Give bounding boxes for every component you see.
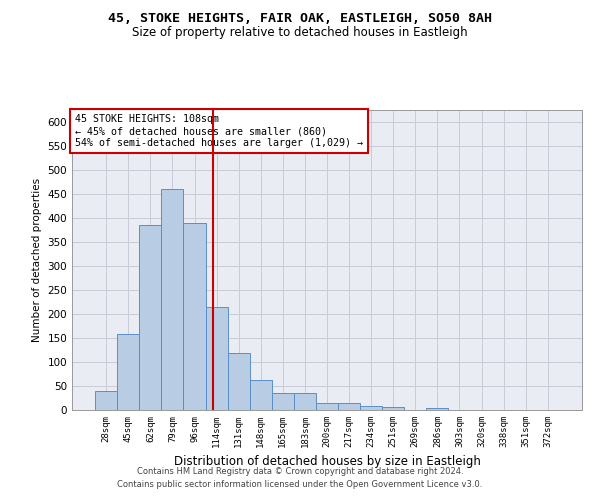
Bar [227, 354, 250, 410]
Bar [139, 225, 161, 410]
Bar [382, 407, 404, 410]
Bar [184, 223, 206, 410]
Text: 45, STOKE HEIGHTS, FAIR OAK, EASTLEIGH, SO50 8AH: 45, STOKE HEIGHTS, FAIR OAK, EASTLEIGH, … [108, 12, 492, 26]
Bar [250, 380, 272, 410]
Bar [360, 406, 382, 410]
Bar [272, 393, 294, 410]
Bar [95, 391, 117, 410]
Text: 45 STOKE HEIGHTS: 108sqm
← 45% of detached houses are smaller (860)
54% of semi-: 45 STOKE HEIGHTS: 108sqm ← 45% of detach… [74, 114, 362, 148]
X-axis label: Distribution of detached houses by size in Eastleigh: Distribution of detached houses by size … [173, 456, 481, 468]
Bar [161, 189, 184, 410]
Bar [338, 404, 360, 410]
Text: Size of property relative to detached houses in Eastleigh: Size of property relative to detached ho… [132, 26, 468, 39]
Bar [206, 307, 227, 410]
Bar [294, 393, 316, 410]
Text: Contains public sector information licensed under the Open Government Licence v3: Contains public sector information licen… [118, 480, 482, 489]
Text: Contains HM Land Registry data © Crown copyright and database right 2024.: Contains HM Land Registry data © Crown c… [137, 467, 463, 476]
Bar [316, 404, 338, 410]
Y-axis label: Number of detached properties: Number of detached properties [32, 178, 42, 342]
Bar [117, 334, 139, 410]
Bar [427, 408, 448, 410]
